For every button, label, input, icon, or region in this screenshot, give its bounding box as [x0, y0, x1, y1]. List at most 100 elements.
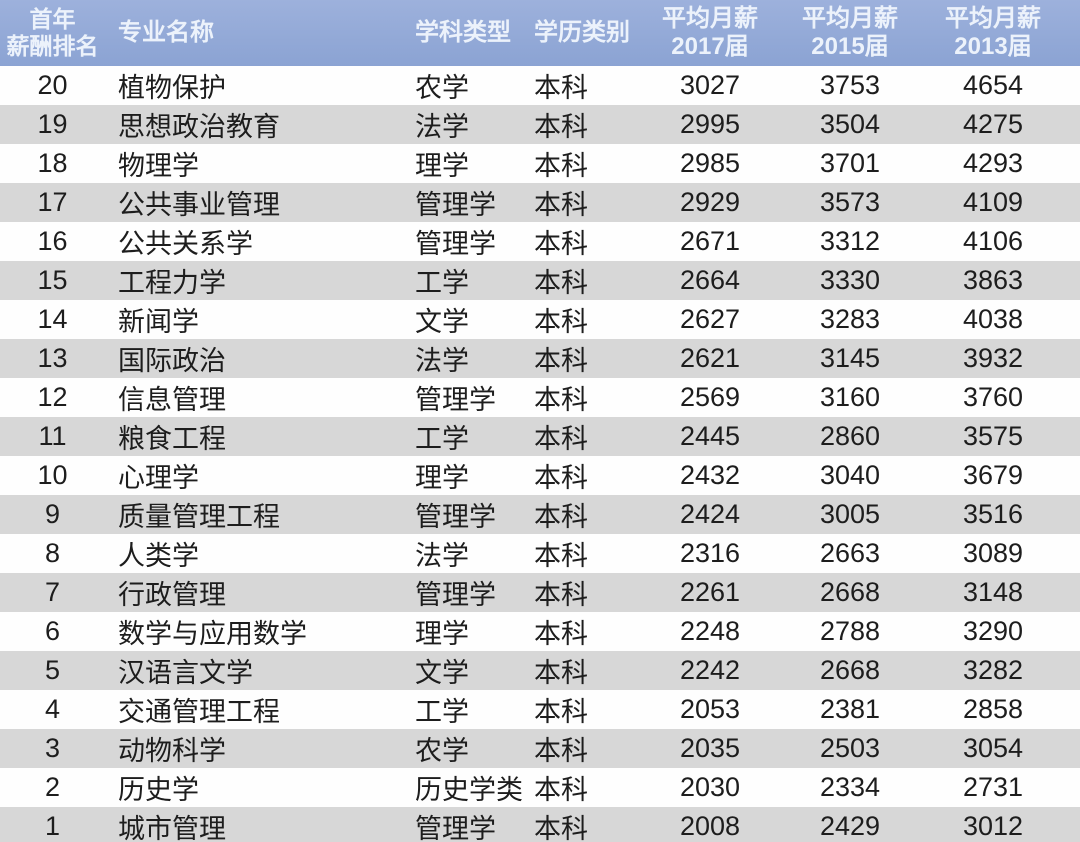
salary-2013-cell: 3089 — [962, 538, 1024, 568]
table-row: 5 汉语言文学 文学 本科 2242 2668 3282 — [0, 651, 1080, 690]
salary-2015-cell: 2860 — [819, 421, 881, 451]
salary-2013-cell: 4038 — [962, 304, 1024, 334]
rank-cell: 3 — [44, 733, 61, 763]
major-cell: 信息管理 — [118, 385, 226, 415]
degree-cell: 本科 — [534, 424, 588, 454]
salary-2013-cell: 3290 — [962, 616, 1024, 646]
table-row: 13 国际政治 法学 本科 2621 3145 3932 — [0, 339, 1080, 378]
discipline-cell: 管理学 — [415, 502, 496, 532]
major-cell: 数学与应用数学 — [118, 619, 307, 649]
salary-2017-cell: 2248 — [679, 616, 741, 646]
salary-2015-cell: 2503 — [819, 733, 881, 763]
header-salary-2013: 平均月薪 2013届 — [920, 0, 1080, 66]
table-row: 10 心理学 理学 本科 2432 3040 3679 — [0, 456, 1080, 495]
header-salary-2013-line2: 2013届 — [954, 33, 1032, 60]
salary-2015-cell: 3701 — [819, 148, 881, 178]
salary-2017-cell: 3027 — [679, 70, 741, 100]
salary-2017-cell: 2008 — [679, 811, 741, 841]
degree-cell: 本科 — [534, 151, 588, 181]
salary-2013-cell: 3148 — [962, 577, 1024, 607]
rank-cell: 2 — [44, 772, 61, 802]
table-row: 9 质量管理工程 管理学 本科 2424 3005 3516 — [0, 495, 1080, 534]
header-salary-2013-line1: 平均月薪 — [945, 5, 1041, 32]
discipline-cell: 工学 — [415, 424, 469, 454]
discipline-cell: 法学 — [415, 541, 469, 571]
rank-cell: 4 — [44, 694, 61, 724]
salary-2017-cell: 2242 — [679, 655, 741, 685]
major-cell: 思想政治教育 — [118, 112, 280, 142]
table-row: 11 粮食工程 工学 本科 2445 2860 3575 — [0, 417, 1080, 456]
salary-2013-cell: 4106 — [962, 226, 1024, 256]
header-discipline: 学科类型 — [405, 0, 528, 66]
degree-cell: 本科 — [534, 697, 588, 727]
major-cell: 公共事业管理 — [118, 190, 280, 220]
header-degree: 学历类别 — [528, 0, 640, 66]
degree-cell: 本科 — [534, 190, 588, 220]
salary-2015-cell: 2788 — [819, 616, 881, 646]
rank-cell: 12 — [37, 382, 68, 412]
salary-2013-cell: 2858 — [962, 694, 1024, 724]
table-row: 19 思想政治教育 法学 本科 2995 3504 4275 — [0, 105, 1080, 144]
rank-cell: 17 — [37, 187, 68, 217]
discipline-cell: 文学 — [415, 307, 469, 337]
salary-2013-cell: 3012 — [962, 811, 1024, 841]
degree-cell: 本科 — [534, 580, 588, 610]
salary-2017-cell: 2995 — [679, 109, 741, 139]
salary-2015-cell: 3005 — [819, 499, 881, 529]
salary-2015-cell: 2668 — [819, 577, 881, 607]
discipline-cell: 理学 — [415, 151, 469, 181]
discipline-cell: 管理学 — [415, 229, 496, 259]
salary-2017-cell: 2424 — [679, 499, 741, 529]
salary-2015-cell: 3160 — [819, 382, 881, 412]
degree-cell: 本科 — [534, 658, 588, 688]
rank-cell: 7 — [44, 577, 61, 607]
table-row: 2 历史学 历史学类 本科 2030 2334 2731 — [0, 768, 1080, 807]
degree-cell: 本科 — [534, 73, 588, 103]
rank-cell: 9 — [44, 499, 61, 529]
salary-2015-cell: 3330 — [819, 265, 881, 295]
header-major-label: 专业名称 — [118, 19, 214, 46]
rank-cell: 11 — [38, 421, 67, 451]
rank-cell: 20 — [37, 70, 68, 100]
salary-2013-cell: 3282 — [962, 655, 1024, 685]
major-cell: 汉语言文学 — [118, 658, 253, 688]
header-salary-2017: 平均月薪 2017届 — [640, 0, 780, 66]
salary-2017-cell: 2671 — [679, 226, 741, 256]
discipline-cell: 管理学 — [415, 190, 496, 220]
salary-2015-cell: 2381 — [819, 694, 881, 724]
salary-2015-cell: 3145 — [819, 343, 881, 373]
salary-2017-cell: 2985 — [679, 148, 741, 178]
rank-cell: 15 — [37, 265, 68, 295]
major-cell: 城市管理 — [118, 814, 226, 842]
header-salary-2015-line2: 2015届 — [811, 33, 889, 60]
salary-2013-cell: 4654 — [962, 70, 1024, 100]
salary-2013-cell: 4275 — [962, 109, 1024, 139]
degree-cell: 本科 — [534, 814, 588, 842]
salary-2015-cell: 2663 — [819, 538, 881, 568]
header-rank: 首年 薪酬排名 — [0, 0, 105, 66]
table-row: 20 植物保护 农学 本科 3027 3753 4654 — [0, 66, 1080, 105]
major-cell: 工程力学 — [118, 268, 226, 298]
major-cell: 新闻学 — [118, 307, 199, 337]
salary-2013-cell: 2731 — [962, 772, 1024, 802]
degree-cell: 本科 — [534, 541, 588, 571]
discipline-cell: 理学 — [415, 619, 469, 649]
table-row: 3 动物科学 农学 本科 2035 2503 3054 — [0, 729, 1080, 768]
discipline-cell: 历史学类 — [415, 775, 523, 805]
header-major: 专业名称 — [105, 0, 405, 66]
header-salary-2015-line1: 平均月薪 — [802, 5, 898, 32]
major-cell: 人类学 — [118, 541, 199, 571]
table-row: 8 人类学 法学 本科 2316 2663 3089 — [0, 534, 1080, 573]
salary-2015-cell: 2334 — [819, 772, 881, 802]
degree-cell: 本科 — [534, 502, 588, 532]
salary-2015-cell: 3312 — [819, 226, 881, 256]
rank-cell: 6 — [44, 616, 61, 646]
salary-2017-cell: 2664 — [679, 265, 741, 295]
major-cell: 历史学 — [118, 775, 199, 805]
discipline-cell: 管理学 — [415, 814, 496, 842]
discipline-cell: 工学 — [415, 697, 469, 727]
major-cell: 粮食工程 — [118, 424, 226, 454]
major-cell: 动物科学 — [118, 736, 226, 766]
salary-2015-cell: 3504 — [819, 109, 881, 139]
rank-cell: 14 — [37, 304, 68, 334]
